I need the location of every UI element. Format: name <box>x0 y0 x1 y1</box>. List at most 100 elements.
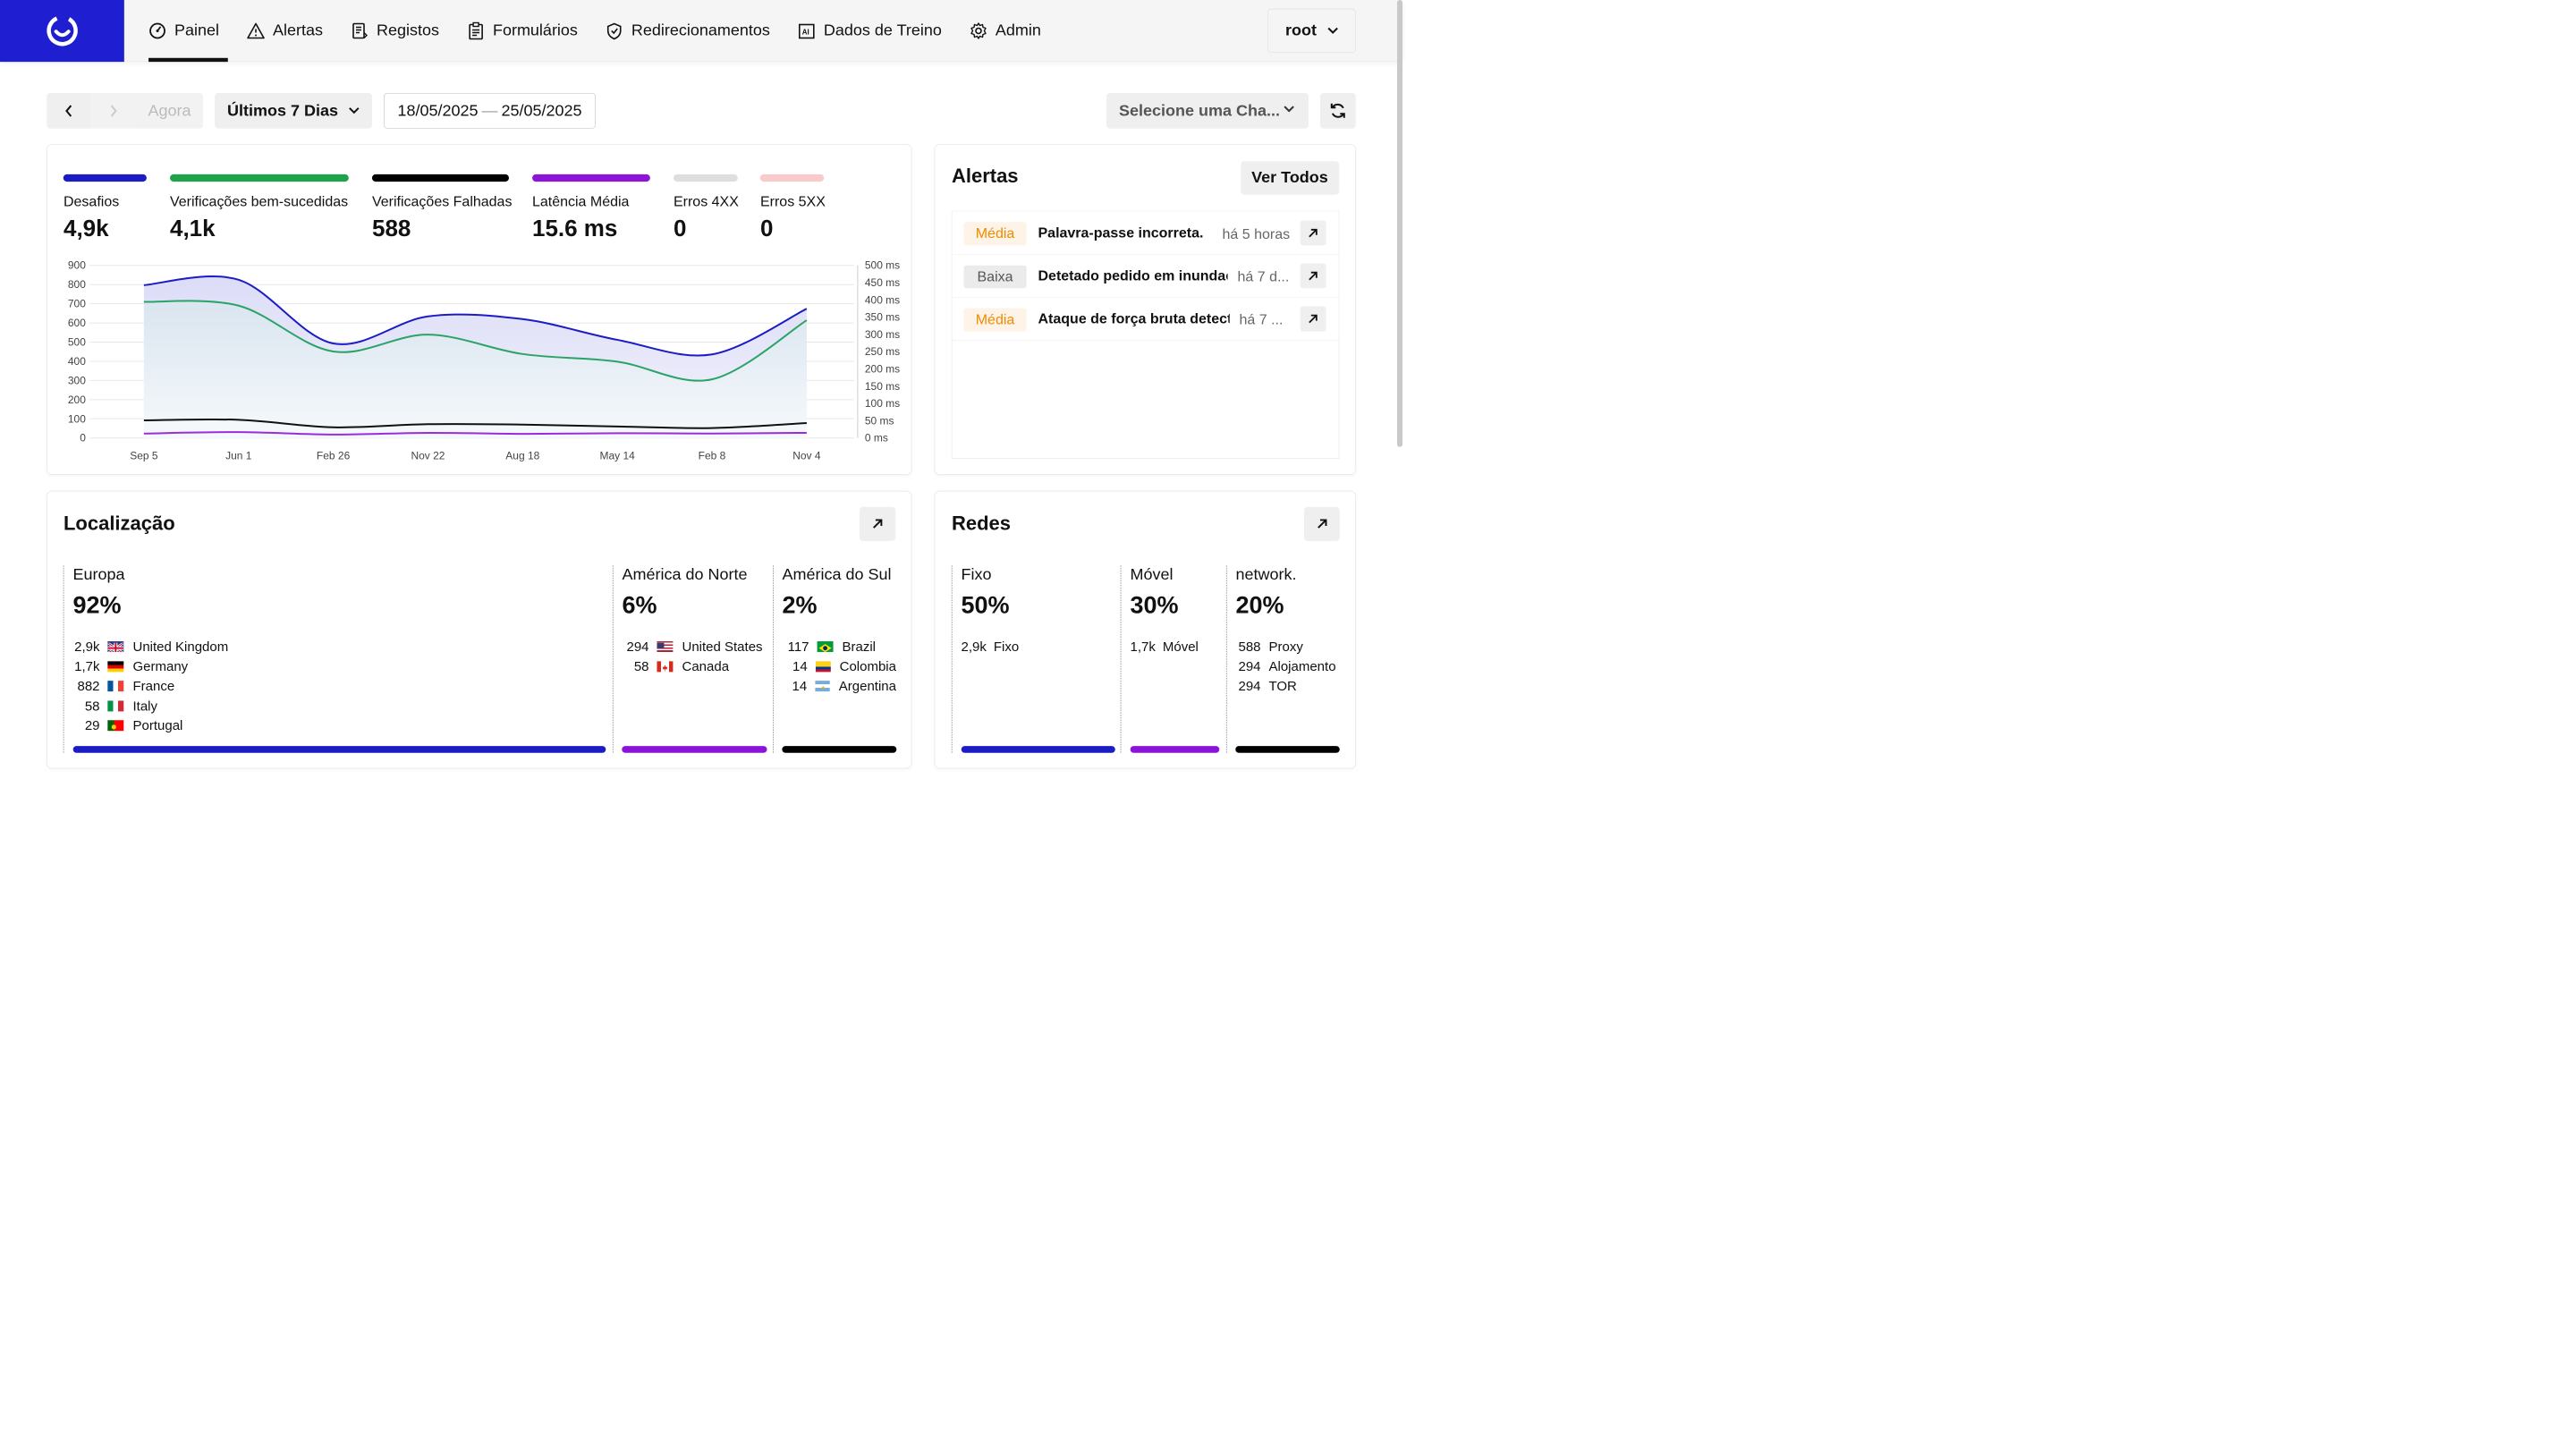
key-select[interactable]: Selecione uma Cha... <box>1106 92 1309 129</box>
alert-row[interactable]: Média Palavra-passe incorreta. há 5 hora… <box>952 211 1339 255</box>
network-other: network. 20% 588 Proxy 294 Alojamento 294 T… <box>1225 564 1341 753</box>
alert-time: há 7 ... <box>1239 311 1284 328</box>
time-navigation: Agora <box>46 92 203 129</box>
network-label: Proxy <box>1268 639 1303 655</box>
country-row: 2,9k United Kingdom <box>73 637 606 656</box>
y-left-tick-label: 300 <box>68 375 86 387</box>
chevron-down-icon <box>349 107 360 114</box>
nav-formularios[interactable]: Formulários <box>467 0 578 62</box>
country-count: 294 <box>626 639 649 655</box>
expand-location-button[interactable] <box>859 506 895 541</box>
network-list: 1,7k Móvel <box>1131 637 1221 656</box>
network-row: 294 TOR <box>1236 676 1341 696</box>
nav-label: Painel <box>174 21 219 40</box>
country-list: 2,9k United Kingdom 1,7k Germany 882 France… <box>73 637 606 735</box>
traffic-chart[interactable]: 900 800 700 600 500 400 300 200 100 0 500 ms 450 ms… <box>54 255 912 470</box>
range-label: Últimos 7 Dias <box>226 101 338 120</box>
country-row: 294 United States <box>623 637 767 656</box>
usa-flag-icon <box>657 641 674 653</box>
expand-networks-button[interactable] <box>1303 506 1340 541</box>
app-logo[interactable] <box>0 0 124 62</box>
key-select-placeholder: Selecione uma Cha... <box>1118 101 1280 120</box>
nav-alertas[interactable]: Alertas <box>247 0 323 62</box>
svg-text:AI: AI <box>802 28 809 36</box>
y-right-tick-label: 200 ms <box>865 363 900 376</box>
location-title: Localização <box>63 511 175 535</box>
country-name: Brazil <box>842 639 877 655</box>
region-bar <box>72 745 606 753</box>
nav-painel[interactable]: Painel <box>148 0 229 62</box>
country-count: 117 <box>787 639 809 655</box>
nav-dados-treino[interactable]: AI Dados de Treino <box>798 0 942 62</box>
open-alert-button[interactable] <box>1300 263 1326 289</box>
region-america-sul: América do Sul 2% 117 Brazil 14 Colombia 1… <box>772 564 897 753</box>
network-bar <box>961 745 1115 753</box>
network-name: Fixo <box>961 564 992 584</box>
canada-flag-icon <box>657 661 674 673</box>
network-percent: 50% <box>961 591 1010 619</box>
stat-value: 4,9k <box>63 216 109 241</box>
y-left-tick-label: 0 <box>80 432 86 445</box>
view-all-alerts-button[interactable]: Ver Todos <box>1240 160 1339 195</box>
y-right-tick-label: 0 ms <box>865 432 888 445</box>
prev-period-button[interactable] <box>46 92 91 129</box>
france-flag-icon <box>107 681 124 692</box>
user-menu-button[interactable]: root <box>1267 8 1356 53</box>
x-tick-label: Nov 22 <box>411 450 445 462</box>
stat-label: Latência Média <box>531 192 630 209</box>
colombia-flag-icon <box>815 661 831 673</box>
y-left-tick-label: 200 <box>68 394 86 406</box>
location-card <box>46 490 911 768</box>
country-list: 294 United States 58 Canada <box>623 637 767 676</box>
nav-redirecionamentos[interactable]: Redirecionamentos <box>606 0 770 62</box>
network-bar <box>1235 745 1340 753</box>
network-label: TOR <box>1268 678 1297 694</box>
stat-color-bar <box>531 174 650 182</box>
y-left-tick-label: 600 <box>68 317 86 329</box>
alert-message: Detetado pedido em inundaç <box>1038 267 1228 284</box>
date-end: 25/05/2025 <box>501 101 582 120</box>
range-select[interactable]: Últimos 7 Dias <box>214 92 372 129</box>
series-line-desafios <box>143 275 808 357</box>
stat-value: 588 <box>371 216 411 241</box>
y-left-tick-label: 500 <box>68 336 86 349</box>
country-row: 117 Brazil <box>783 637 896 656</box>
y-right-tick-label: 150 ms <box>865 380 900 393</box>
user-name: root <box>1284 21 1317 40</box>
nav-registos[interactable]: Registos <box>351 0 439 62</box>
network-label: Alojamento <box>1268 658 1336 674</box>
open-alert-button[interactable] <box>1300 220 1326 246</box>
network-row: 294 Alojamento <box>1236 656 1341 676</box>
region-percent: 2% <box>782 591 818 619</box>
portugal-flag-icon <box>107 720 124 732</box>
country-row: 14 Argentina <box>783 676 896 696</box>
network-row: 2,9k Fixo <box>962 637 1114 656</box>
region-percent: 92% <box>72 591 122 619</box>
date-range-input[interactable]: 18/05/2025 — 25/05/2025 <box>383 92 596 129</box>
top-bar: Painel Alertas Registos Formulários Redi… <box>0 0 1402 62</box>
network-list: 2,9k Fixo <box>962 637 1114 656</box>
open-alert-button[interactable] <box>1300 306 1326 332</box>
alert-message: Palavra-passe incorreta. <box>1038 224 1204 241</box>
next-period-button[interactable] <box>90 92 136 129</box>
chevron-left-icon <box>65 105 72 117</box>
alert-row[interactable]: Baixa Detetado pedido em inundaç há 7 d.… <box>952 254 1339 298</box>
network-count: 1,7k <box>1130 639 1156 655</box>
stat-verificacoes-sucesso: Verificações bem-sucedidas 4,1k <box>169 174 349 241</box>
nav-admin[interactable]: Admin <box>970 0 1041 62</box>
x-tick-label: Aug 18 <box>505 450 539 462</box>
now-button[interactable]: Agora <box>135 92 203 129</box>
stat-label: Desafios <box>63 192 120 209</box>
alert-row[interactable]: Média Ataque de força bruta detect há 7 … <box>952 297 1339 341</box>
stat-color-bar <box>169 174 349 182</box>
nav-label: Admin <box>995 21 1041 40</box>
networks-card <box>934 490 1356 768</box>
country-count: 29 <box>84 717 100 733</box>
refresh-button[interactable] <box>1319 92 1356 129</box>
network-name: Móvel <box>1130 564 1174 584</box>
chevron-down-icon <box>1327 27 1338 34</box>
page-scrollbar[interactable] <box>1396 0 1402 447</box>
severity-badge: Média <box>963 308 1027 332</box>
network-row: 1,7k Móvel <box>1131 637 1221 656</box>
chevron-right-icon <box>110 105 117 117</box>
